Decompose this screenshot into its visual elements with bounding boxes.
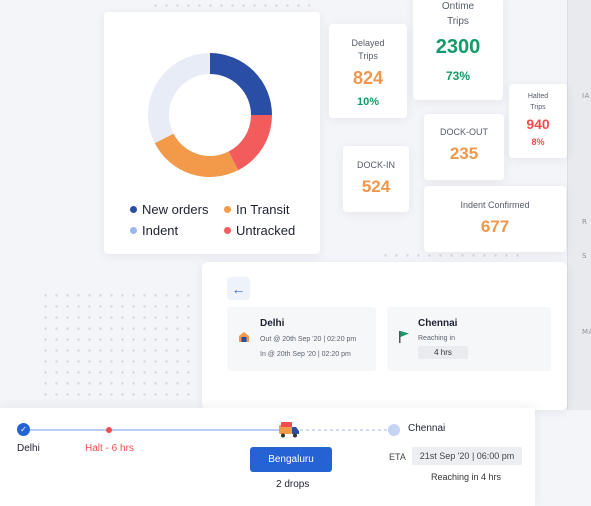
map-label: IA	[582, 92, 590, 100]
map-background	[567, 0, 591, 410]
legend-item-indent[interactable]: Indent	[130, 223, 178, 238]
halted-trips-label-2: Trips	[530, 104, 546, 111]
legend-dot-icon	[130, 227, 137, 234]
halted-trips-label: Halted	[527, 93, 549, 100]
back-button[interactable]: ←	[227, 277, 250, 300]
map-label: R	[582, 218, 588, 226]
legend-dot-icon	[224, 227, 231, 234]
warehouse-icon	[239, 332, 249, 342]
dot-pattern-top	[150, 0, 310, 10]
origin-in-time: In @ 20th Sep '20 | 02:20 pm	[260, 351, 351, 358]
orders-donut-chart	[148, 53, 272, 177]
delayed-trips-value: 824	[352, 68, 384, 88]
reaching-in-value: 4 hrs	[418, 346, 468, 359]
map-label: S	[582, 252, 587, 260]
current-stop-button[interactable]: Bengaluru	[250, 447, 332, 472]
legend-item-new-orders[interactable]: New orders	[130, 202, 208, 217]
check-icon: ✓	[20, 424, 27, 434]
delayed-trips-label-2: Trips	[358, 51, 378, 61]
end-node[interactable]	[388, 424, 400, 436]
arrow-left-icon: ←	[231, 280, 246, 297]
ontime-trips-percent: 73%	[445, 69, 471, 83]
donut-segment-indent[interactable]	[148, 53, 210, 144]
ontime-trips-card[interactable]: Ontime Trips 2300 73%	[413, 0, 503, 100]
destination-city-name: Chennai	[418, 318, 458, 329]
halted-trips-value: 940	[526, 116, 550, 132]
route-track	[23, 429, 394, 431]
destination-city-card[interactable]: Chennai Reaching in 4 hrs	[387, 307, 551, 371]
legend-dot-icon	[130, 206, 137, 213]
ontime-trips-label: Ontime	[441, 1, 475, 12]
dock-in-card[interactable]: DOCK-IN 524	[343, 146, 409, 212]
halted-trips-card[interactable]: Halted Trips 940 8%	[509, 84, 567, 158]
start-node[interactable]: ✓	[17, 423, 30, 436]
start-city-label: Delhi	[17, 443, 40, 454]
drops-count: 2 drops	[276, 479, 310, 490]
origin-city-name: Delhi	[260, 318, 285, 329]
legend-label: Untracked	[236, 223, 296, 238]
halted-trips-percent: 8%	[531, 137, 545, 147]
legend-item-untracked[interactable]: Untracked	[224, 223, 295, 238]
legend-label: New orders	[142, 202, 209, 217]
legend-dot-icon	[224, 206, 231, 213]
eta-label: ETA	[389, 452, 406, 462]
donut-segment-new-orders[interactable]	[210, 53, 272, 115]
dock-out-label: DOCK-OUT	[440, 127, 488, 137]
indent-confirmed-value: 677	[480, 217, 510, 236]
legend-label: In Transit	[236, 202, 290, 217]
origin-city-card[interactable]: Delhi Out @ 20th Sep '20 | 02:20 pm In @…	[227, 307, 376, 371]
orders-donut-card: New orders In Transit Indent Untracked	[104, 12, 320, 254]
dock-in-label: DOCK-IN	[357, 160, 395, 170]
reaching-in-label: Reaching in	[418, 335, 455, 342]
map-label: MA	[582, 328, 591, 336]
legend-label: Indent	[142, 223, 179, 238]
eta-value: 21st Sep '20 | 06:00 pm	[412, 447, 522, 465]
indent-confirmed-label: Indent Confirmed	[460, 200, 530, 210]
delayed-trips-card[interactable]: Delayed Trips 824 10%	[329, 24, 407, 118]
dot-pattern-left	[40, 290, 190, 400]
donut-segment-untracked[interactable]	[228, 115, 272, 171]
legend-item-in-transit[interactable]: In Transit	[224, 202, 289, 217]
dot-pattern-right	[380, 250, 520, 260]
dock-out-value: 235	[449, 144, 479, 163]
flag-icon	[399, 331, 409, 343]
halt-node[interactable]	[106, 427, 112, 433]
delayed-trips-label: Delayed	[351, 38, 385, 48]
dock-in-value: 524	[361, 177, 391, 196]
donut-segment-in-transit[interactable]	[154, 133, 239, 177]
truck-icon	[279, 422, 299, 438]
dock-out-card[interactable]: DOCK-OUT 235	[424, 114, 504, 180]
reaching-in-text: Reaching in 4 hrs	[431, 472, 502, 482]
delayed-trips-percent: 10%	[356, 96, 380, 108]
indent-confirmed-card[interactable]: Indent Confirmed 677	[424, 186, 566, 252]
ontime-trips-label-2: Trips	[447, 16, 469, 27]
ontime-trips-value: 2300	[435, 36, 481, 58]
origin-out-time: Out @ 20th Sep '20 | 02:20 pm	[260, 336, 357, 343]
halt-label: Halt - 6 hrs	[85, 443, 134, 454]
end-city-label: Chennai	[408, 423, 446, 434]
